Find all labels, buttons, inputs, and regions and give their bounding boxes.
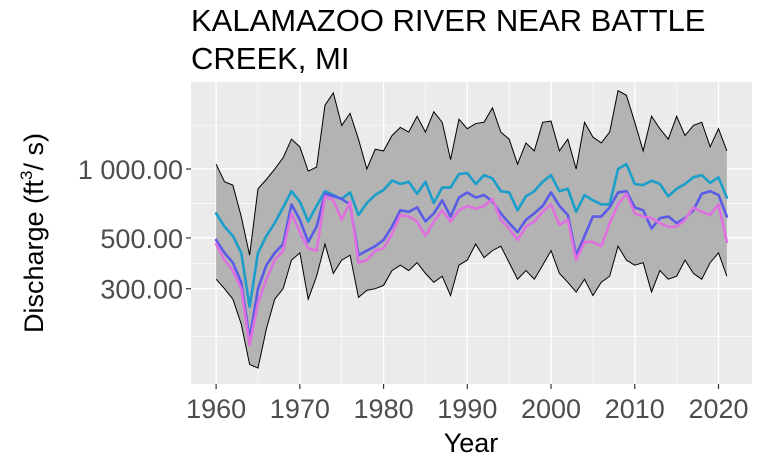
y-tick-label: 500.00 bbox=[100, 224, 183, 254]
series-line-3 bbox=[214, 192, 729, 347]
y-axis-title-main: Discharge (ft bbox=[19, 179, 49, 333]
y-axis-title: Discharge (ft3/ s) bbox=[17, 133, 49, 333]
x-tick-label: 2010 bbox=[605, 394, 665, 424]
chart-title-line-1: KALAMAZOO RIVER NEAR BATTLE bbox=[191, 3, 705, 38]
x-tick-label: 1970 bbox=[270, 394, 330, 424]
band-upper-line bbox=[215, 89, 728, 256]
band-layer bbox=[215, 89, 728, 369]
series-layer bbox=[214, 162, 729, 347]
x-tick-label: 1960 bbox=[186, 394, 246, 424]
y-axis-title-superscript: 3 bbox=[17, 170, 36, 179]
y-tick-label: 1 000.00 bbox=[78, 155, 183, 185]
series-line-1 bbox=[214, 162, 729, 309]
series-line-2 bbox=[214, 189, 729, 341]
band-lower-line bbox=[215, 242, 728, 369]
x-axis-title: Year bbox=[444, 428, 499, 458]
chart-title-line-2: CREEK, MI bbox=[191, 41, 349, 76]
y-tick-label: 300.00 bbox=[100, 275, 183, 305]
x-tick-label: 1980 bbox=[354, 394, 414, 424]
y-axis-title-tail: / s) bbox=[19, 133, 49, 171]
ticks-layer: 1960 1970 1980 1990 2000 2010 2020 300.00 500.00… bbox=[78, 155, 749, 424]
x-tick-label: 2020 bbox=[688, 394, 748, 424]
x-tick-label: 2000 bbox=[521, 394, 581, 424]
x-tick-label: 1990 bbox=[437, 394, 497, 424]
range-band bbox=[216, 90, 727, 369]
